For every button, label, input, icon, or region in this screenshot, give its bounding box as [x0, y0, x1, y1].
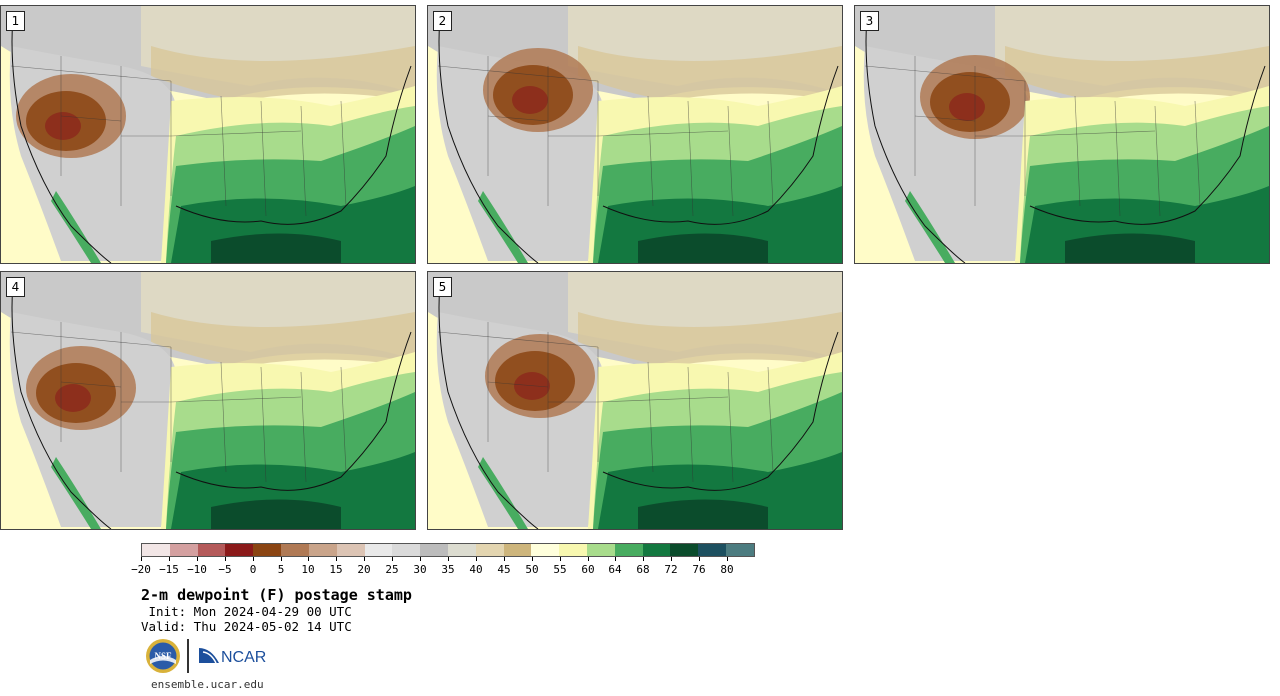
dewpoint-field	[428, 6, 842, 263]
logo-divider	[187, 639, 189, 673]
ensemble-member-map-2: 2	[427, 5, 843, 264]
dewpoint-field	[855, 6, 1269, 263]
colorbar-tick-label: −5	[218, 563, 232, 576]
colorbar-tick-label: 30	[413, 563, 427, 576]
dewpoint-colorbar	[141, 543, 755, 557]
colorbar-tick-label: 45	[497, 563, 511, 576]
nsf-logo[interactable]: NSF	[145, 638, 181, 674]
ncar-logo-text: NCAR	[221, 649, 266, 666]
colorbar-tick	[560, 557, 561, 561]
colorbar-swatch	[698, 544, 727, 556]
panel-label: 5	[433, 277, 452, 297]
colorbar-tick	[141, 557, 142, 561]
dewpoint-field	[1, 272, 415, 529]
panel-label: 4	[6, 277, 25, 297]
colorbar-tick	[420, 557, 421, 561]
colorbar-swatch	[642, 544, 671, 556]
colorbar-tick-label: 40	[469, 563, 483, 576]
colorbar-swatch	[475, 544, 504, 556]
colorbar-swatch	[531, 544, 560, 556]
colorbar-ticks: −20 −15 −10 −5 0 5 10 15 20 25 30 35 40 45 50 55 60 64 68 7…	[131, 557, 755, 577]
dewpoint-field	[1, 6, 415, 263]
colorbar-tick-label: 80	[720, 563, 734, 576]
colorbar-swatch	[169, 544, 198, 556]
colorbar-swatch	[197, 544, 226, 556]
colorbar-tick	[448, 557, 449, 561]
panel-label: 3	[860, 11, 879, 31]
colorbar-tick	[615, 557, 616, 561]
colorbar-tick	[253, 557, 254, 561]
colorbar-tick	[532, 557, 533, 561]
colorbar-swatch	[587, 544, 615, 556]
panel-label: 1	[6, 11, 25, 31]
ncar-logo[interactable]: NCAR	[197, 643, 277, 669]
colorbar-tick	[225, 557, 226, 561]
colorbar-tick-label: 35	[441, 563, 455, 576]
colorbar-swatch	[447, 544, 476, 556]
colorbar-tick	[727, 557, 728, 561]
colorbar-tick	[699, 557, 700, 561]
colorbar-tick	[281, 557, 282, 561]
colorbar-swatch	[503, 544, 532, 556]
colorbar-tick	[643, 557, 644, 561]
colorbar-swatch	[364, 544, 393, 556]
ensemble-member-map-1: 1	[0, 5, 416, 264]
colorbar-tick	[364, 557, 365, 561]
colorbar-swatch	[670, 544, 699, 556]
colorbar-swatch	[614, 544, 643, 556]
colorbar-tick	[197, 557, 198, 561]
ensemble-member-map-4: 4	[0, 271, 416, 530]
colorbar-tick-label: 60	[581, 563, 595, 576]
colorbar-tick	[169, 557, 170, 561]
panel-label: 2	[433, 11, 452, 31]
colorbar-tick	[504, 557, 505, 561]
colorbar-tick-label: 5	[277, 563, 285, 576]
colorbar-tick	[336, 557, 337, 561]
colorbar-tick-label: 20	[357, 563, 371, 576]
colorbar-tick-label: 50	[525, 563, 539, 576]
colorbar-tick-label: −15	[159, 563, 179, 576]
valid-time: Valid: Thu 2024-05-02 14 UTC	[141, 619, 352, 634]
colorbar-tick-label: 76	[692, 563, 706, 576]
nsf-logo-text: NSF	[154, 651, 172, 661]
colorbar-swatch	[308, 544, 337, 556]
colorbar-tick	[476, 557, 477, 561]
colorbar-tick-label: 72	[664, 563, 678, 576]
colorbar-tick-label: 55	[553, 563, 567, 576]
colorbar-swatch	[225, 544, 254, 556]
colorbar-tick-label: 25	[385, 563, 399, 576]
colorbar-tick	[671, 557, 672, 561]
colorbar-swatch	[336, 544, 365, 556]
colorbar-swatch	[253, 544, 282, 556]
init-time: Init: Mon 2024-04-29 00 UTC	[141, 604, 352, 619]
colorbar-tick	[392, 557, 393, 561]
plot-title: 2-m dewpoint (F) postage stamp	[141, 586, 412, 604]
colorbar-tick-label: 64	[608, 563, 622, 576]
site-url[interactable]: ensemble.ucar.edu	[151, 678, 264, 691]
colorbar-tick-label: 0	[249, 563, 257, 576]
colorbar-swatch	[281, 544, 309, 556]
colorbar-tick-label: 68	[636, 563, 650, 576]
colorbar-tick-label: 15	[329, 563, 343, 576]
colorbar-swatch	[142, 544, 170, 556]
colorbar-tick-label: 10	[301, 563, 315, 576]
colorbar-tick	[588, 557, 589, 561]
dewpoint-field	[428, 272, 842, 529]
colorbar-swatch	[420, 544, 448, 556]
colorbar-tick-label: −20	[131, 563, 151, 576]
ensemble-member-map-3: 3	[854, 5, 1270, 264]
colorbar-swatch	[559, 544, 587, 556]
ensemble-member-map-5: 5	[427, 271, 843, 530]
colorbar-tick-label: −10	[187, 563, 207, 576]
colorbar-swatch	[726, 544, 754, 556]
colorbar-tick	[308, 557, 309, 561]
colorbar-swatch	[392, 544, 421, 556]
